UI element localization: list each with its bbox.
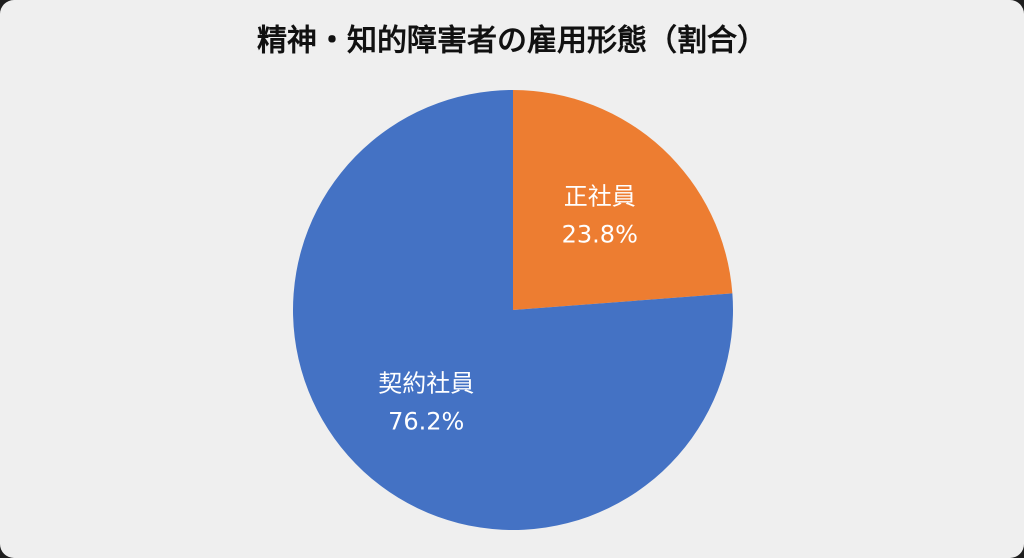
value-label: 23.8% [562, 220, 638, 248]
value-label: 76.2% [388, 408, 464, 436]
slice-label: 正社員 [564, 182, 636, 210]
pie-slice [292, 90, 733, 530]
chart-title: 精神・知的障害者の雇用形態（割合） [257, 24, 767, 59]
slice-label: 契約社員 [378, 370, 474, 398]
pie-slice [513, 90, 733, 310]
